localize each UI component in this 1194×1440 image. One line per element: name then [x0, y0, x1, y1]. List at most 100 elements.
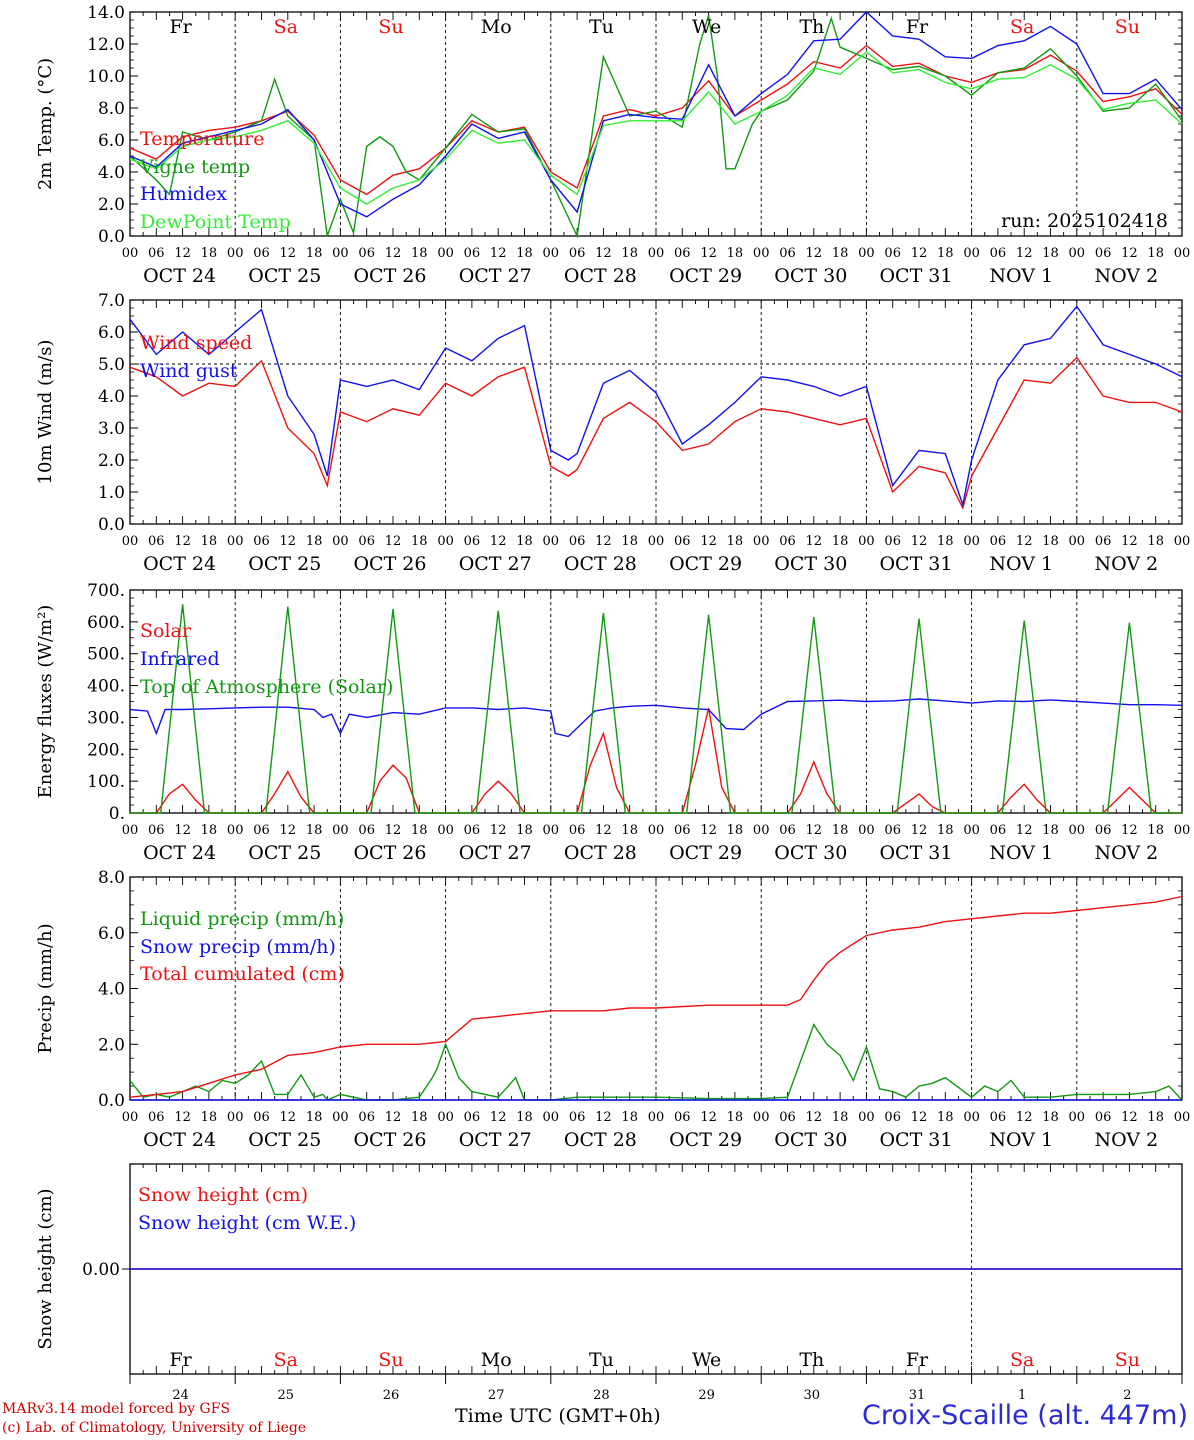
hour-label: 18	[306, 823, 323, 838]
model-credit: MARv3.14 model forced by GFS	[2, 1401, 231, 1417]
hour-label: 00	[332, 823, 349, 838]
weekday-label: Sa	[274, 16, 298, 38]
hour-label: 06	[148, 246, 165, 261]
hour-label: 00	[858, 246, 875, 261]
plot-frame	[129, 11, 1183, 237]
weekday-label: Su	[1115, 1349, 1140, 1371]
hour-label: 06	[884, 1110, 901, 1125]
day-number: 24	[172, 1388, 189, 1403]
hour-label: 06	[674, 246, 691, 261]
date-label: NOV 1	[989, 1129, 1053, 1151]
hour-label: 12	[1121, 246, 1138, 261]
hour-label: 12	[385, 1110, 402, 1125]
date-label: OCT 27	[459, 1129, 532, 1151]
weekday-label: Th	[799, 16, 824, 38]
date-label: OCT 28	[564, 1129, 637, 1151]
hour-label: 12	[385, 823, 402, 838]
y-tick-label: 700.	[87, 581, 125, 601]
date-label: NOV 1	[989, 553, 1053, 575]
date-label: OCT 25	[248, 842, 321, 864]
hour-label: 06	[990, 1110, 1007, 1125]
hour-label: 18	[516, 823, 533, 838]
date-label: OCT 30	[774, 842, 847, 864]
y-tick-label: 4.0	[98, 387, 125, 407]
hour-label: 18	[832, 1110, 849, 1125]
hour-label: 06	[569, 1110, 586, 1125]
hour-label: 00	[753, 823, 770, 838]
hour-label: 18	[621, 534, 638, 549]
hour-label: 00	[122, 534, 139, 549]
hour-label: 00	[963, 246, 980, 261]
weekday-label: Fr	[906, 1349, 929, 1371]
hour-label: 00	[963, 823, 980, 838]
date-label: OCT 29	[669, 1129, 742, 1151]
y-tick-label: 600.	[87, 613, 125, 633]
legend-entry: Wind speed	[140, 332, 252, 354]
series-line-liquid-precip-mm-h-	[129, 1023, 1183, 1101]
y-tick-label: 4.0	[98, 163, 125, 183]
hour-label: 12	[174, 246, 191, 261]
hour-label: 12	[280, 1110, 297, 1125]
hour-label: 00	[332, 534, 349, 549]
legend-entry: Liquid precip (mm/h)	[140, 908, 344, 930]
date-label: NOV 2	[1095, 842, 1159, 864]
hour-label: 00	[437, 246, 454, 261]
day-number: 30	[804, 1388, 821, 1403]
hour-label: 00	[122, 1110, 139, 1125]
y-tick-label: 7.0	[98, 291, 125, 311]
weekday-label: Tu	[589, 1349, 614, 1371]
hour-label: 06	[569, 823, 586, 838]
hour-label: 12	[490, 1110, 507, 1125]
hour-label: 00	[1069, 534, 1086, 549]
y-tick-label: 100.	[87, 772, 125, 792]
date-label: OCT 24	[143, 553, 216, 575]
y-tick-label: 8.0	[98, 99, 125, 119]
weekday-label: Th	[799, 1349, 824, 1371]
hour-label: 00	[437, 1110, 454, 1125]
panel-4: 0.0 2.0 4.0 6.0 8.0 Precip (mm/h) 00 06 12 18 OCT …	[35, 868, 1190, 1151]
hour-label: 12	[1121, 1110, 1138, 1125]
weekday-label: Mo	[481, 16, 512, 38]
hour-label: 12	[806, 246, 823, 261]
hour-label: 06	[779, 823, 796, 838]
hour-label: 18	[727, 1110, 744, 1125]
y-tick-label: 2.0	[98, 195, 125, 215]
hour-label: 18	[201, 1110, 218, 1125]
y-tick-label: 4.0	[98, 980, 125, 1000]
hour-label: 06	[253, 823, 270, 838]
hour-label: 18	[306, 1110, 323, 1125]
station-name: Croix-Scaille (alt. 447m)	[861, 1400, 1188, 1431]
hour-label: 00	[753, 534, 770, 549]
hour-label: 12	[806, 1110, 823, 1125]
hour-label: 12	[700, 1110, 717, 1125]
day-number: 1	[1018, 1388, 1026, 1403]
hour-label: 18	[516, 246, 533, 261]
hour-label: 00	[648, 534, 665, 549]
hour-label: 18	[1147, 246, 1164, 261]
hour-label: 18	[1042, 823, 1059, 838]
hour-label: 12	[806, 534, 823, 549]
hour-label: 06	[1095, 534, 1112, 549]
hour-label: 00	[543, 534, 560, 549]
y-tick-label: 500.	[87, 645, 125, 665]
hour-label: 06	[464, 534, 481, 549]
date-label: OCT 31	[879, 1129, 952, 1151]
hour-label: 00	[858, 1110, 875, 1125]
weekday-label: Tu	[589, 16, 614, 38]
hour-label: 00	[437, 534, 454, 549]
hour-label: 00	[332, 1110, 349, 1125]
hour-label: 00	[332, 246, 349, 261]
hour-label: 12	[1016, 1110, 1033, 1125]
hour-label: 06	[253, 1110, 270, 1125]
hour-label: 18	[621, 823, 638, 838]
y-tick-label: 6.0	[98, 131, 125, 151]
y-tick-label: 10.0	[87, 67, 125, 87]
hour-label: 12	[806, 823, 823, 838]
hour-label: 06	[464, 1110, 481, 1125]
hour-label: 12	[280, 246, 297, 261]
legend-entry: Snow height (cm)	[138, 1184, 308, 1206]
hour-label: 00	[1069, 823, 1086, 838]
y-tick-label: 0.00	[82, 1260, 120, 1280]
series-line-wind-speed	[129, 356, 1183, 510]
legend-entry: Top of Atmosphere (Solar)	[140, 676, 393, 698]
